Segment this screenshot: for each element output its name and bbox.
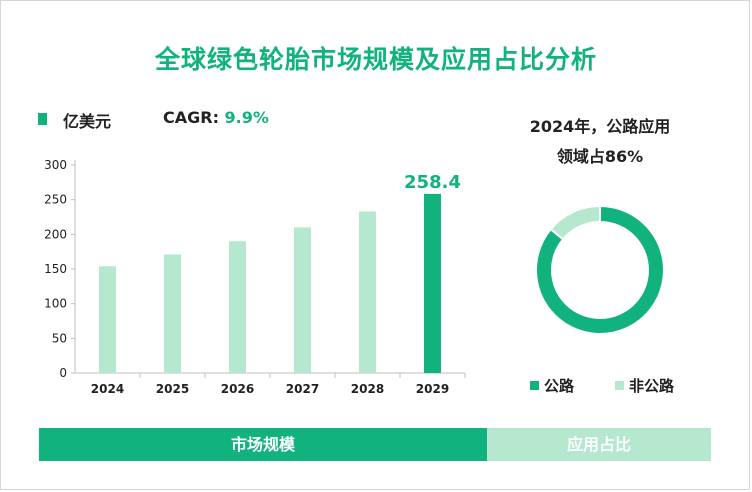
footer-application-share: 应用占比 [487,428,711,461]
y-tick-label: 250 [44,193,67,207]
y-tick-label: 150 [44,262,67,276]
bar-2029 [424,193,441,373]
cagr-label: CAGR: 9.9% [163,108,269,127]
donut-separator [550,228,564,241]
donut-slice-road [537,207,663,333]
x-tick-label: 2024 [91,382,124,396]
unit-label: 亿美元 [63,112,112,131]
pie-title-line1: 2024年，公路应用 [529,117,671,136]
bar-2027 [294,227,311,373]
y-tick-label: 100 [44,297,67,311]
chart-title: 全球绿色轮胎市场规模及应用占比分析 [154,45,597,74]
x-tick-label: 2027 [286,382,319,396]
y-tick-label: 300 [44,158,67,172]
legend-swatch [38,113,47,125]
legend-swatch-offroad [615,381,624,390]
data-label-2029: 258.4 [404,172,461,193]
legend-swatch-road [530,381,539,390]
donut-chart [537,206,663,333]
bar-2026 [229,241,246,373]
x-tick-label: 2026 [221,382,254,396]
pie-legend-road-label: 公路 [544,377,575,395]
pie-title: 2024年，公路应用 领域占86% [500,112,700,172]
x-tick-label: 2025 [156,382,189,396]
donut-slice-offroad [551,207,601,240]
y-tick-label: 200 [44,227,67,241]
x-tick-label: 2028 [351,382,384,396]
cagr-label-text: CAGR: [163,108,225,127]
bar-2025 [164,254,181,373]
y-tick-label: 50 [52,331,67,345]
bar-2024 [99,266,116,373]
x-tick-label: 2029 [416,382,449,396]
pie-legend-item-road: 公路 [530,375,574,396]
footer-market-size: 市场规模 [39,428,487,461]
cagr-value: 9.9% [224,108,269,127]
pie-legend-offroad-label: 非公路 [629,377,675,395]
bar-2028 [359,211,376,373]
bar-chart: 0 50 100 150 200 250 300 2024 2025 2026 2027 2028 20… [44,158,466,396]
y-tick-label: 0 [59,366,67,380]
pie-legend-item-offroad: 非公路 [615,375,674,396]
pie-title-line2: 领域占86% [556,147,644,166]
